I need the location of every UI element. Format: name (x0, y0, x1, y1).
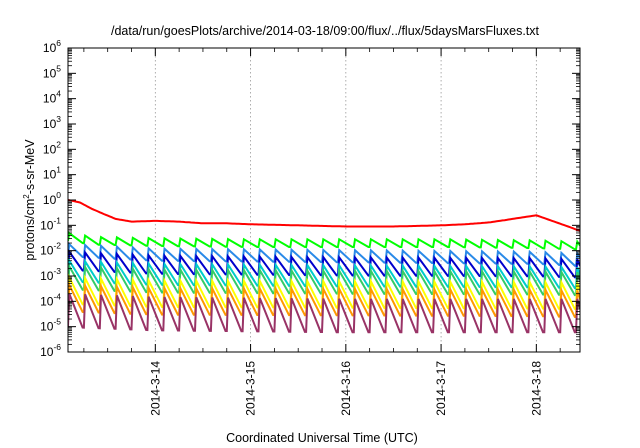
x-tick-label: 2014-3-14 (148, 361, 162, 416)
y-tick-base: 10 (40, 244, 54, 258)
y-tick-exponent: -3 (53, 266, 61, 276)
y-tick-exponent: -4 (53, 291, 61, 301)
y-tick-base: 10 (43, 92, 57, 106)
y-axis-label-main: protons/cm (23, 199, 37, 261)
y-tick-base: 10 (40, 294, 54, 308)
y-tick-base: 10 (43, 193, 57, 207)
y-axis-label: protons/cm2-s-sr-MeV (22, 139, 37, 261)
x-tick-label: 2014-3-16 (339, 361, 353, 416)
x-axis-label: Coordinated Universal Time (UTC) (226, 431, 418, 445)
y-tick-label: 105 (43, 63, 61, 80)
y-tick-label: 103 (43, 114, 61, 131)
y-axis-label-rest: -s-sr-MeV (23, 139, 37, 195)
y-tick-label: 101 (43, 165, 61, 182)
y-tick-label: 10-2 (40, 241, 61, 258)
y-tick-exponent: 3 (56, 114, 61, 124)
chart-title: /data/run/goesPlots/archive/2014-03-18/0… (111, 24, 540, 38)
y-tick-base: 10 (43, 142, 57, 156)
x-tick-label: 2014-3-15 (244, 361, 258, 416)
y-tick-base: 10 (40, 320, 54, 334)
series-line-8 (68, 281, 580, 319)
y-tick-label: 100 (43, 190, 61, 207)
y-tick-exponent: 2 (56, 139, 61, 149)
y-tick-base: 10 (43, 41, 57, 55)
y-tick-exponent: 1 (56, 165, 61, 175)
y-tick-labels: 10-610-510-410-310-210-11001011021031041… (40, 38, 61, 359)
series-line-9 (68, 293, 580, 334)
plot-area (68, 199, 580, 334)
y-tick-base: 10 (40, 218, 54, 232)
y-tick-base: 10 (43, 66, 57, 80)
y-tick-exponent: 0 (56, 190, 61, 200)
x-tick-labels: 2014-3-14 2014-3-15 2014-3-16 2014-3-17 2014… (148, 361, 543, 416)
series-line-3 (68, 242, 580, 267)
y-axis-label-superscript: 2 (22, 194, 31, 199)
y-tick-exponent: -2 (53, 241, 61, 251)
y-tick-label: 10-1 (40, 215, 61, 232)
y-tick-exponent: -6 (53, 342, 61, 352)
y-tick-label: 10-4 (40, 291, 61, 308)
y-tick-label: 10-3 (40, 266, 61, 283)
y-tick-base: 10 (43, 117, 57, 131)
series-line-2 (68, 231, 580, 251)
x-tick-label: 2014-3-18 (529, 361, 543, 416)
y-tick-base: 10 (40, 269, 54, 283)
y-tick-exponent: -5 (53, 317, 61, 327)
y-tick-label: 10-6 (40, 342, 61, 359)
x-tick-label: 2014-3-17 (434, 361, 448, 416)
y-tick-exponent: 6 (56, 38, 61, 48)
y-tick-exponent: 5 (56, 63, 61, 73)
ticks (68, 47, 580, 353)
series-line-1 (68, 199, 580, 232)
y-tick-exponent: -1 (53, 215, 61, 225)
y-tick-label: 104 (43, 89, 61, 106)
y-tick-label: 106 (43, 38, 61, 55)
y-tick-exponent: 4 (56, 89, 61, 99)
y-tick-label: 10-5 (40, 317, 61, 334)
y-tick-base: 10 (40, 345, 54, 359)
y-tick-base: 10 (43, 168, 57, 182)
y-tick-label: 102 (43, 139, 61, 156)
